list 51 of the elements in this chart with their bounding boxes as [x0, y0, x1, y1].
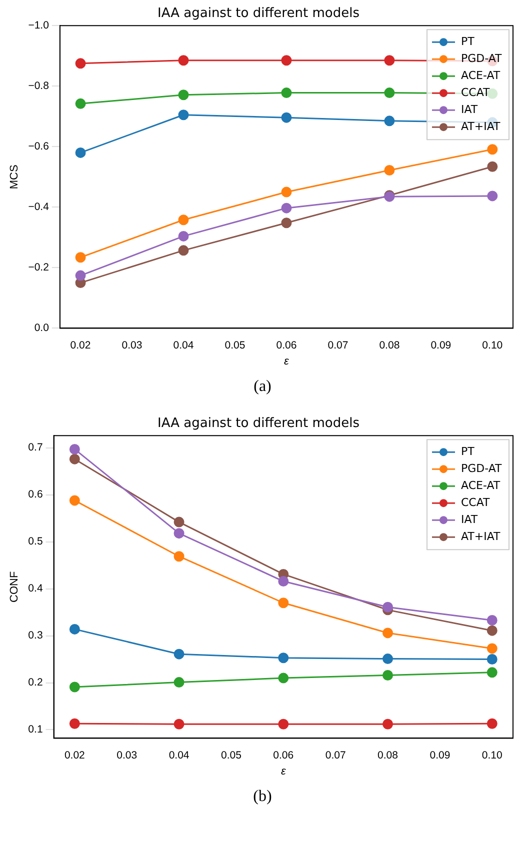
x-tick-label: 0.08	[378, 749, 398, 762]
chart-title: IAA against to different models	[158, 416, 360, 432]
x-tick-label: 0.06	[276, 339, 297, 352]
text: (b)	[252, 787, 273, 807]
y-tick-label: 0.4	[28, 582, 43, 595]
x-tick-label: 0.03	[116, 749, 138, 762]
x-tick-label: 0.02	[70, 339, 91, 352]
y-tick-label: 0.7	[28, 442, 43, 454]
legend-label: PGD-AT	[461, 52, 502, 65]
x-tick-label: 0.07	[325, 749, 346, 762]
x-tick-label: 0.09	[430, 339, 452, 352]
y-tick-label: 0.5	[28, 536, 43, 548]
x-tick-label: 0.04	[168, 749, 190, 762]
y-tick-label: 0.3	[28, 630, 43, 642]
x-tick-label: 0.05	[224, 339, 246, 352]
y-tick-label: 0.0	[34, 322, 50, 334]
x-tick-label: 0.10	[482, 749, 503, 762]
legend-label: PT	[461, 34, 475, 48]
x-tick-label: 0.06	[273, 749, 294, 762]
y-tick-label: 0.6	[28, 488, 43, 501]
x-axis-title: ε	[280, 765, 286, 778]
legend-label: CCAT	[461, 496, 490, 509]
text: (a)	[252, 377, 272, 397]
x-axis-title: ε	[284, 355, 290, 368]
legend-label: IAT	[461, 512, 478, 526]
x-tick-label: 0.10	[482, 339, 503, 352]
chart-title: IAA against to different models	[158, 6, 360, 22]
y-tick-label: −0.6	[28, 140, 50, 153]
y-tick-label: −0.4	[28, 201, 50, 214]
legend-label: IAT	[461, 102, 478, 116]
y-tick-label: −0.8	[28, 80, 50, 92]
y-axis-title: MCS	[8, 164, 21, 190]
x-tick-label: 0.05	[220, 749, 242, 762]
legend-label: ACE-AT	[461, 68, 500, 82]
y-tick-label: 0.1	[28, 724, 43, 736]
x-tick-label: 0.04	[173, 339, 194, 352]
legend-label: ACE-AT	[461, 478, 500, 492]
legend-label: CCAT	[461, 86, 490, 99]
y-tick-label: −0.2	[28, 262, 50, 274]
y-tick-label: 0.2	[28, 676, 43, 689]
x-tick-label: 0.07	[328, 339, 348, 352]
x-tick-label: 0.02	[64, 749, 86, 762]
x-tick-label: 0.08	[379, 339, 400, 352]
y-tick-label: −1.0	[28, 19, 50, 32]
legend-label: PT	[461, 444, 475, 458]
x-tick-label: 0.03	[122, 339, 142, 352]
legend-label: AT+IAT	[461, 120, 501, 133]
x-tick-label: 0.09	[430, 749, 450, 762]
legend-label: PGD-AT	[461, 462, 502, 475]
legend-label: AT+IAT	[461, 530, 501, 543]
y-axis-title: CONF	[8, 571, 21, 602]
